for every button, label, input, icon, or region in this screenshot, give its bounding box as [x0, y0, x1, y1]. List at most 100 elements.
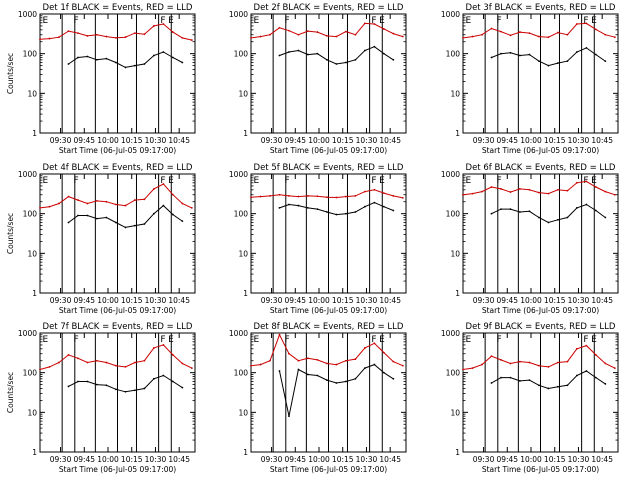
interval-marker: F [160, 176, 165, 186]
lld-data-point [585, 22, 588, 25]
x-tick-label: 10:45 [168, 455, 190, 464]
events-data-point [500, 376, 502, 379]
events-series-line [68, 204, 183, 228]
y-tick-label: 10 [238, 249, 248, 258]
x-tick-label: 10:30 [145, 136, 167, 145]
events-data-point [509, 51, 512, 54]
interval-marker: F [74, 176, 79, 186]
lld-data-point [171, 193, 174, 196]
lld-data-point [471, 35, 474, 38]
events-data-point [181, 220, 184, 222]
events-data-point [392, 58, 395, 61]
events-data-point [604, 383, 607, 385]
interval-marker: F [160, 335, 165, 345]
x-tick-label: 09:30 [473, 136, 495, 145]
lld-data-point [297, 359, 300, 362]
events-data-point [382, 52, 385, 55]
events-data-point [509, 376, 512, 379]
lld-data-point [162, 183, 165, 185]
y-tick-label: 1000 [441, 170, 460, 179]
x-tick-label: 10:30 [145, 296, 167, 305]
lld-data-point [307, 357, 309, 360]
lld-data-point [509, 191, 512, 193]
x-tick-label: 10:00 [308, 455, 330, 464]
x-tick-label: 09:45 [284, 296, 306, 305]
x-axis-label: Start Time (06-Jul-05 09:17:00) [270, 465, 387, 474]
lld-data-point [48, 365, 51, 368]
events-data-point [326, 379, 328, 381]
events-series-line [68, 374, 183, 393]
chart-panel-5: Det 5f BLACK = Events, RED = LLD 1 10 100 10… [229, 163, 407, 315]
events-data-point [363, 367, 366, 370]
events-data-point [288, 415, 290, 418]
interval-marker: F [285, 335, 290, 345]
events-data-point [133, 389, 136, 392]
events-data-point [288, 51, 290, 53]
y-tick-label: 10 [450, 408, 460, 417]
events-data-point [278, 206, 281, 209]
events-data-point [96, 383, 98, 386]
lld-data-point [613, 367, 616, 370]
lld-data-point [326, 362, 328, 365]
lld-data-point [528, 361, 531, 364]
interval-marker: E [254, 176, 260, 186]
lld-data-point [77, 199, 79, 201]
events-data-point [105, 384, 108, 387]
interval-marker: E [379, 16, 385, 26]
events-data-point [490, 212, 493, 215]
y-tick-label: 1000 [18, 329, 37, 338]
events-data-point [392, 377, 395, 380]
x-tick-label: 09:30 [50, 296, 72, 305]
x-tick-label: 09:45 [73, 455, 95, 464]
interval-marker: F [371, 16, 376, 26]
y-tick-label: 1 [455, 129, 460, 138]
events-data-point [373, 201, 376, 204]
x-tick-label: 09:30 [473, 455, 495, 464]
lld-data-point [143, 198, 146, 201]
lld-data-point [190, 206, 193, 209]
interval-marker: E [591, 335, 597, 345]
events-data-point [77, 214, 79, 217]
lld-data-point [124, 365, 127, 368]
y-tick-label: 10 [238, 408, 248, 417]
lld-data-point [462, 193, 464, 196]
events-data-point [77, 56, 79, 59]
events-data-point [297, 49, 300, 52]
events-data-point [326, 211, 328, 213]
events-data-point [162, 51, 165, 53]
lld-data-point [547, 36, 550, 39]
lld-data-point [556, 361, 559, 364]
lld-data-point [335, 196, 338, 199]
lld-data-point [124, 36, 127, 39]
events-data-point [105, 57, 108, 60]
x-axis-label: Start Time (06-Jul-05 09:17:00) [270, 306, 387, 315]
lld-data-point [48, 205, 51, 208]
events-data-point [575, 206, 578, 209]
x-tick-label: 10:15 [332, 455, 354, 464]
lld-data-point [382, 351, 385, 354]
lld-data-point [86, 361, 89, 364]
lld-data-point [335, 363, 338, 366]
x-tick-label: 09:30 [50, 455, 72, 464]
lld-data-point [401, 364, 404, 367]
events-data-point [67, 63, 70, 65]
lld-data-point [354, 358, 357, 360]
events-series-line [279, 46, 394, 65]
lld-data-point [105, 200, 108, 203]
y-tick-label: 1000 [441, 329, 460, 338]
events-data-point [181, 386, 184, 389]
chart-panel-7: Det 7f BLACK = Events, RED = LLD 1 10 100 10… [6, 322, 196, 474]
events-data-point [528, 53, 531, 56]
events-data-point [77, 380, 79, 383]
events-data-point [344, 61, 347, 64]
x-axis-label: Start Time (06-Jul-05 09:17:00) [482, 465, 599, 474]
events-data-point [528, 210, 531, 213]
interval-marker: E [254, 335, 260, 345]
events-data-point [547, 387, 550, 390]
lld-data-point [575, 181, 578, 184]
x-tick-label: 10:00 [97, 136, 119, 145]
x-tick-label: 10:00 [308, 296, 330, 305]
interval-marker: E [254, 16, 260, 26]
events-data-point [373, 45, 376, 48]
events-data-point [538, 60, 540, 62]
